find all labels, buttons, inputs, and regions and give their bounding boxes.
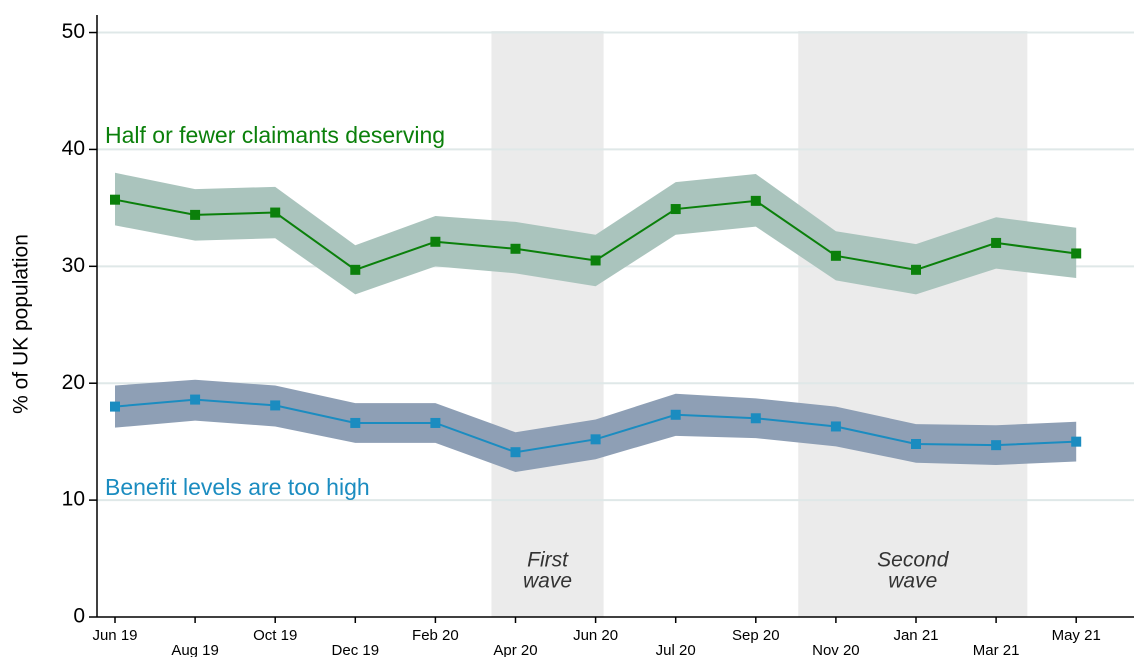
period-label: wave: [888, 570, 937, 593]
x-tick-label: Mar 21: [973, 642, 1020, 657]
shaded-period: [491, 31, 604, 617]
x-tick-label: Feb 20: [412, 627, 459, 644]
y-tick-label: 40: [62, 137, 85, 160]
series-label: Benefit levels are too high: [105, 474, 370, 500]
x-tick-label: Sep 20: [732, 627, 780, 644]
y-tick-label: 10: [62, 488, 85, 511]
marker: [670, 204, 681, 215]
x-tick-label: May 21: [1052, 627, 1101, 644]
x-tick-label: Oct 19: [253, 627, 297, 644]
marker: [830, 421, 841, 432]
x-tick-label: Jun 19: [92, 627, 137, 644]
x-tick-label: Nov 20: [812, 642, 860, 657]
marker: [190, 394, 201, 405]
confidence-band: [115, 172, 1077, 295]
series-label: Half or fewer claimants deserving: [105, 122, 445, 148]
x-tick-label: Jan 21: [893, 627, 938, 644]
marker: [911, 438, 921, 449]
y-tick-label: 0: [73, 605, 85, 628]
marker: [590, 434, 601, 445]
period-label: wave: [523, 570, 572, 593]
marker: [190, 209, 201, 220]
marker: [750, 413, 761, 424]
marker: [670, 409, 681, 420]
marker: [1071, 248, 1082, 259]
marker: [110, 194, 120, 205]
y-tick-label: 20: [62, 371, 85, 394]
x-tick-label: Dec 19: [332, 642, 380, 657]
marker: [430, 417, 441, 428]
marker: [510, 447, 521, 458]
y-axis-label: % of UK population: [10, 234, 33, 414]
marker: [1071, 436, 1082, 447]
confidence-band: [115, 379, 1077, 473]
x-tick-label: Aug 19: [171, 642, 219, 657]
marker: [350, 417, 361, 428]
marker: [991, 440, 1002, 451]
x-tick-label: Apr 20: [493, 642, 537, 657]
marker: [430, 236, 441, 247]
marker: [830, 250, 841, 261]
marker: [911, 264, 921, 275]
period-label: Second: [877, 549, 950, 572]
shaded-period: [798, 31, 1028, 617]
marker: [350, 264, 361, 275]
marker: [590, 255, 601, 266]
marker: [270, 207, 281, 218]
x-tick-label: Jun 20: [573, 627, 618, 644]
y-tick-label: 50: [62, 20, 85, 43]
marker: [270, 400, 281, 411]
marker: [110, 401, 120, 412]
marker: [750, 195, 761, 206]
marker: [510, 243, 521, 254]
x-tick-label: Jul 20: [656, 642, 696, 657]
marker: [991, 237, 1002, 248]
period-label: First: [527, 549, 569, 572]
y-tick-label: 30: [62, 254, 85, 277]
